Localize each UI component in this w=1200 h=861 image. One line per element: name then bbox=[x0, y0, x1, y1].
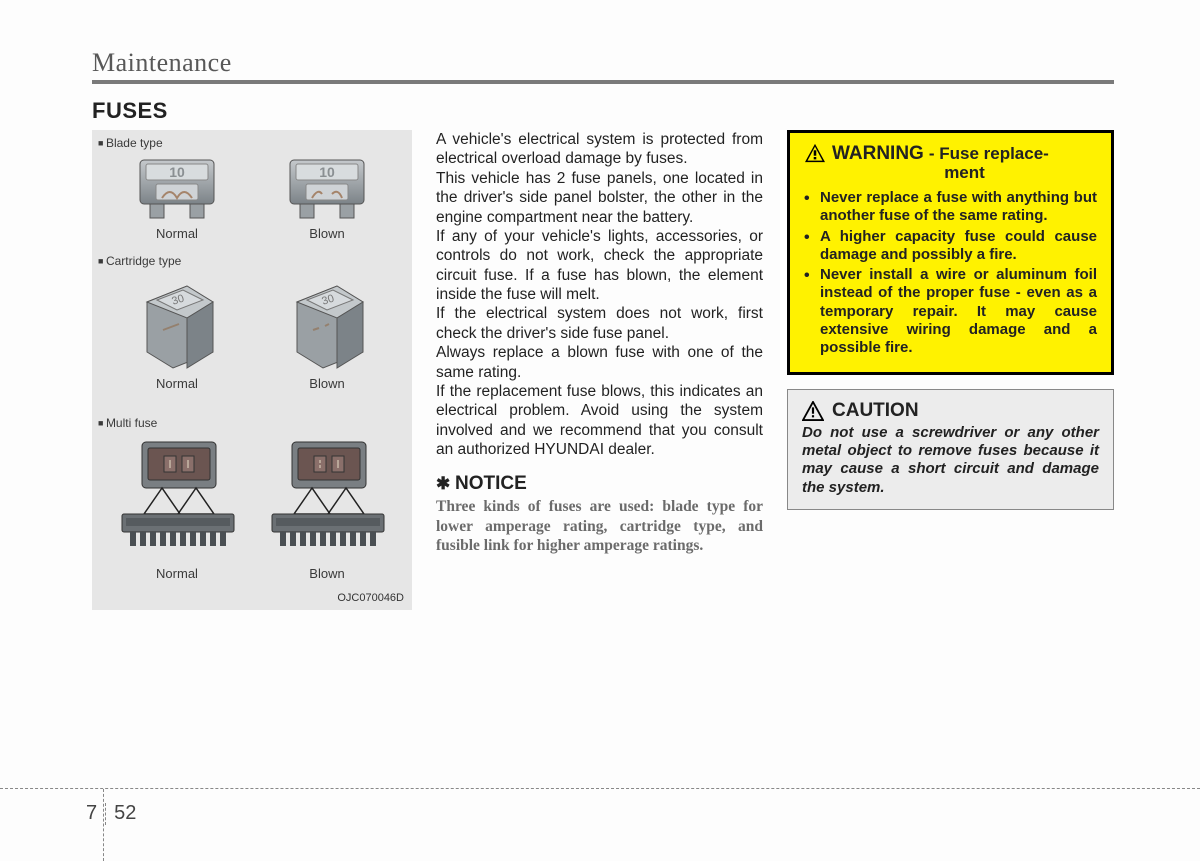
cartridge-normal-caption: Normal bbox=[156, 376, 198, 391]
warning-box: WARNING - Fuse replace- ment Never repla… bbox=[787, 130, 1114, 375]
multi-fuse-blown: Blown bbox=[272, 432, 382, 581]
svg-text:10: 10 bbox=[319, 164, 335, 180]
caution-icon bbox=[802, 401, 824, 421]
body-p4: If the electrical system does not work, … bbox=[436, 304, 763, 343]
cartridge-blown-caption: Blown bbox=[309, 376, 344, 391]
callout-column: WARNING - Fuse replace- ment Never repla… bbox=[787, 130, 1114, 610]
blade-fuse-blown: 10 Blown bbox=[272, 154, 382, 241]
figure-label-multi: Multi fuse bbox=[98, 416, 157, 430]
warning-list: Never replace a fuse with anything but a… bbox=[804, 189, 1097, 358]
warning-subtitle: - Fuse replace- bbox=[929, 144, 1049, 163]
warning-item: A higher capacity fuse could cause damag… bbox=[804, 228, 1097, 265]
caution-text: Do not use a screwdriver or any other me… bbox=[802, 424, 1099, 497]
page-chapter-number: 7 bbox=[86, 802, 97, 825]
svg-text:10: 10 bbox=[169, 164, 185, 180]
blade-blown-caption: Blown bbox=[309, 226, 344, 241]
blade-normal-caption: Normal bbox=[156, 226, 198, 241]
chapter-title: Maintenance bbox=[92, 48, 1114, 78]
notice-text: Three kinds of fuses are used: blade typ… bbox=[436, 497, 763, 555]
multi-normal-caption: Normal bbox=[156, 566, 198, 581]
blade-fuse-normal: 10 Normal bbox=[122, 154, 232, 241]
body-p3: If any of your vehicle's lights, accesso… bbox=[436, 227, 763, 305]
cartridge-fuse-normal: 30 Normal bbox=[122, 272, 232, 391]
header-rule bbox=[92, 80, 1114, 84]
cartridge-fuse-blown: 30 Blown bbox=[272, 272, 382, 391]
warning-item: Never install a wire or aluminum foil in… bbox=[804, 266, 1097, 357]
body-p1: A vehicle's electrical system is protect… bbox=[436, 130, 763, 169]
body-p6: If the replacement fuse blows, this indi… bbox=[436, 382, 763, 460]
page-number: 7 52 bbox=[86, 802, 136, 825]
body-p5: Always replace a blown fuse with one of … bbox=[436, 343, 763, 382]
body-p2: This vehicle has 2 fuse panels, one loca… bbox=[436, 169, 763, 227]
warning-subtitle-line2: ment bbox=[832, 163, 1097, 183]
body-column: A vehicle's electrical system is protect… bbox=[436, 130, 763, 610]
multi-blown-caption: Blown bbox=[309, 566, 344, 581]
footer-rule bbox=[0, 788, 1200, 789]
footer-vertical-rule bbox=[103, 789, 104, 861]
multi-fuse-normal: Normal bbox=[122, 432, 232, 581]
warning-title: WARNING bbox=[832, 143, 924, 164]
section-title: FUSES bbox=[92, 98, 1114, 124]
caution-box: CAUTION Do not use a screwdriver or any … bbox=[787, 389, 1114, 510]
page-separator bbox=[105, 803, 106, 825]
figure-code: OJC070046D bbox=[337, 592, 404, 604]
caution-title: CAUTION bbox=[832, 400, 919, 422]
fuse-figure: Blade type 10 Normal bbox=[92, 130, 412, 610]
page-page-number: 52 bbox=[114, 802, 136, 825]
figure-label-blade: Blade type bbox=[98, 136, 163, 150]
figure-label-cartridge: Cartridge type bbox=[98, 254, 181, 268]
warning-item: Never replace a fuse with anything but a… bbox=[804, 189, 1097, 226]
notice-heading: NOTICE bbox=[436, 473, 763, 495]
warning-icon bbox=[804, 143, 826, 163]
